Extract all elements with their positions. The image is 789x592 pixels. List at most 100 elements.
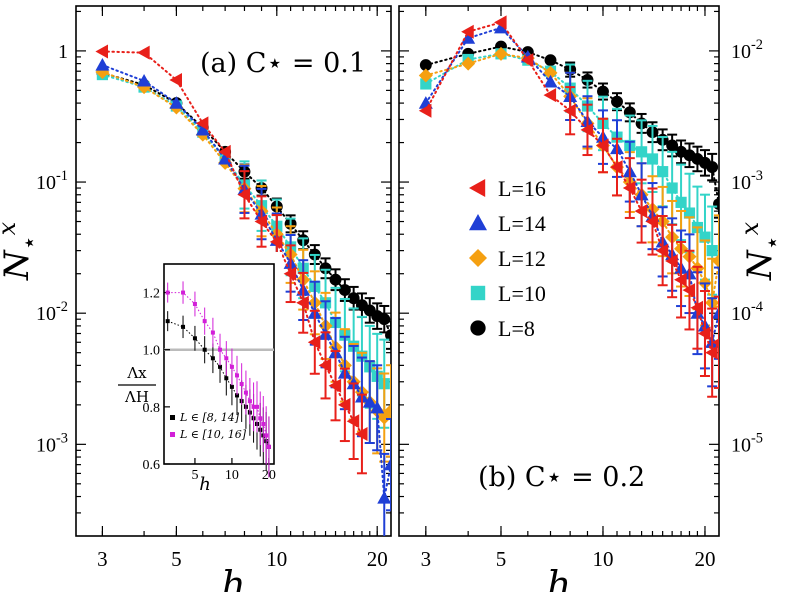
data-point-L8 — [319, 262, 332, 275]
data-point-L8 — [706, 161, 719, 174]
data-point-L12 — [543, 65, 558, 80]
data-point-L16 — [520, 53, 534, 68]
data-point-L16 — [137, 45, 150, 60]
data-point-L10 — [683, 207, 696, 219]
data-point-L12 — [461, 56, 476, 71]
data-point-L10 — [666, 182, 678, 194]
y-tick-label: 10-5 — [731, 430, 763, 456]
data-point-L16 — [195, 116, 209, 131]
data-point-L16 — [665, 254, 678, 269]
data-point-L8 — [347, 292, 360, 305]
inset-data-point — [181, 290, 186, 295]
data-point-L16 — [354, 426, 368, 441]
data-point-L8 — [611, 95, 623, 108]
data-point-L14 — [543, 74, 558, 88]
inset-legend-label: L ∈ [10, 16] — [179, 428, 247, 441]
data-point-L10 — [657, 166, 669, 178]
inset-data-point — [218, 364, 223, 369]
legend-marker-L14 — [469, 214, 487, 231]
inset-data-point — [202, 319, 207, 324]
data-point-L14 — [95, 58, 110, 71]
data-point-L16 — [595, 138, 609, 153]
plot-frame — [75, 5, 392, 537]
data-point-L16 — [563, 103, 576, 118]
x-axis-label: h — [221, 563, 245, 592]
inset-series-line — [167, 292, 270, 447]
data-point-L8 — [329, 273, 342, 286]
inset-x-axis-label: h — [199, 474, 211, 495]
y-axis-label: N⋆x — [0, 221, 43, 281]
inset-legend-marker — [170, 432, 175, 437]
data-point-L16 — [682, 283, 696, 298]
data-point-L10 — [420, 78, 432, 90]
data-point-L16 — [283, 266, 297, 281]
y-tick-label: 10-2 — [731, 37, 763, 63]
inset-data-point — [229, 364, 234, 369]
inset-data-point — [224, 356, 229, 361]
panel-b: 3 5 10 20 10-2 10-3 10-4 10-5 h N⋆x (b) C⋆ = 0.2 — [398, 5, 786, 592]
data-point-L8 — [385, 329, 391, 342]
data-point-L12 — [712, 254, 719, 269]
data-point-L16 — [296, 295, 309, 310]
inset-data-point — [192, 302, 197, 306]
x-tick-label: 5 — [171, 547, 182, 571]
data-point-L14 — [712, 306, 719, 319]
y-tick-label: 10-3 — [731, 168, 763, 194]
legend-marker-L16 — [469, 179, 486, 197]
inset-background — [110, 252, 282, 487]
inset-data-point — [243, 390, 248, 395]
data-point-L16 — [95, 44, 109, 59]
data-point-L16 — [543, 88, 557, 103]
data-point-L14 — [362, 395, 377, 408]
data-point-L14 — [370, 400, 385, 414]
data-point-L12 — [418, 68, 433, 83]
data-point-L10 — [635, 146, 648, 158]
inset-y-tick-label: 1.2 — [143, 287, 161, 302]
data-point-L8 — [419, 59, 432, 72]
inset-legend-marker — [170, 415, 175, 420]
inset-data-point — [218, 347, 223, 352]
legend-label: L=12 — [498, 246, 546, 271]
data-point-L10 — [675, 196, 687, 208]
inset-data-point — [229, 384, 234, 389]
legend-marker-L10 — [470, 285, 486, 301]
legend-label: L=10 — [498, 281, 546, 306]
data-point-L14 — [195, 122, 210, 136]
legend-label: L=16 — [498, 176, 546, 201]
inset-data-point — [255, 404, 260, 409]
inset-data-point — [235, 373, 240, 378]
data-point-L16 — [610, 160, 623, 175]
data-point-L16 — [580, 122, 594, 137]
inset-data-point — [247, 399, 252, 404]
y-tick-label: 10-2 — [36, 299, 68, 325]
x-axis-label: h — [547, 563, 571, 592]
data-point-L16 — [237, 187, 251, 202]
series-line-L16 — [101, 50, 363, 435]
series-layer — [418, 15, 719, 398]
inset-data-point — [235, 393, 240, 398]
inset-data-point — [202, 347, 207, 352]
inset-data-point — [251, 404, 256, 409]
x-tick-label: 10 — [266, 547, 287, 571]
inset-y-label-numerator: Λx — [126, 364, 147, 382]
inset-y-tick-label: 0.6 — [143, 458, 161, 473]
x-tick-label: 20 — [694, 547, 715, 571]
data-point-L16 — [634, 204, 648, 219]
data-point-L10 — [706, 245, 718, 257]
series-layer — [95, 44, 391, 536]
data-point-L16 — [645, 214, 659, 229]
data-point-L8 — [338, 284, 351, 297]
inset-y-tick-label: 1.0 — [143, 344, 161, 359]
data-point-L16 — [318, 358, 332, 373]
data-point-L8 — [378, 313, 391, 326]
data-point-L16 — [674, 272, 687, 287]
data-point-L12 — [493, 46, 508, 61]
inset-x-tick-label: 5 — [191, 468, 198, 483]
data-point-L16 — [705, 345, 718, 360]
x-tick-label: 5 — [496, 547, 507, 571]
data-point-L16 — [655, 243, 669, 258]
inset-data-point — [210, 330, 215, 335]
data-point-L14 — [493, 20, 508, 34]
data-point-L16 — [169, 73, 182, 88]
